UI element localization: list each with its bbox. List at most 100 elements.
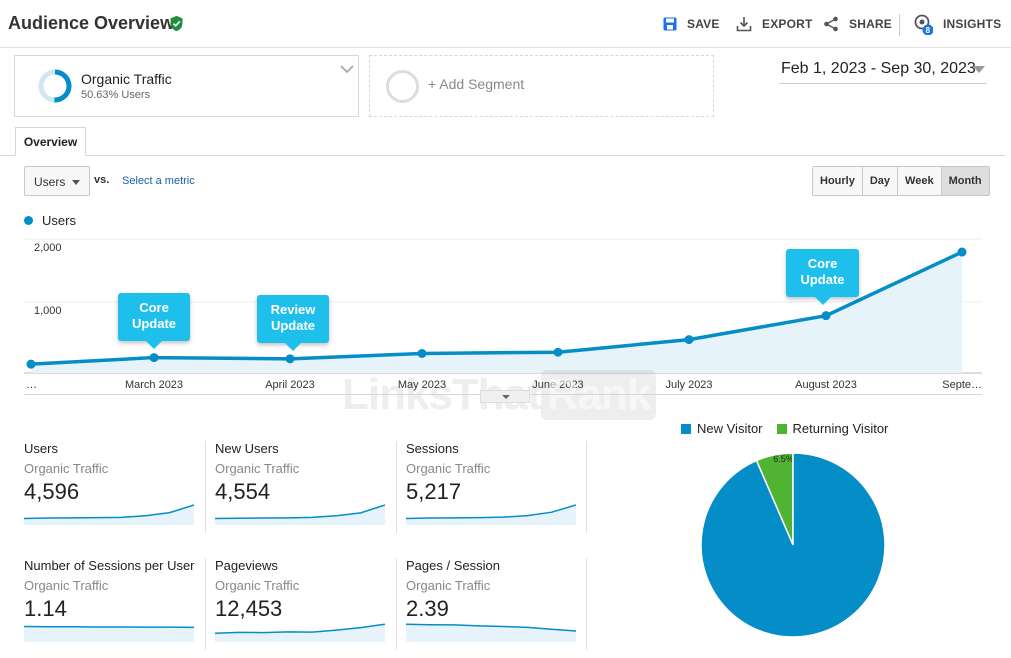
metric-dropdown[interactable]: Users (24, 166, 90, 196)
sparkline-fill (215, 505, 385, 525)
insights-button[interactable]: 8 INSIGHTS (913, 14, 1002, 35)
sparkline-line (24, 504, 194, 520)
granularity-day-button[interactable]: Day (862, 167, 899, 195)
metric-value: 5,217 (406, 479, 462, 504)
sparkline-fill (406, 624, 576, 642)
legend-item-new-visitor[interactable]: New Visitor (681, 421, 763, 436)
share-button[interactable]: SHARE (823, 14, 892, 34)
export-label: EXPORT (762, 17, 813, 31)
metric-dropdown-value: Users (34, 175, 66, 189)
pie-slice-label: 93.5% (808, 636, 834, 640)
chart-expand-handle[interactable] (480, 390, 530, 403)
sparkline (215, 623, 385, 642)
metric-card-pages-per-session[interactable]: Pages / Session Organic Traffic 2.39 (396, 558, 587, 658)
select-metric-link[interactable]: Select a metric (122, 175, 195, 187)
metric-card-sessions-per-user[interactable]: Number of Sessions per User Organic Traf… (24, 558, 214, 658)
x-tick-label: … (26, 379, 37, 391)
x-tick-label: Septe… (942, 379, 982, 391)
header-divider (899, 14, 900, 36)
segment-name: Organic Traffic (81, 71, 172, 87)
x-tick-label: June 2023 (532, 379, 583, 391)
card-divider (396, 558, 397, 650)
legend-item-returning-visitor[interactable]: Returning Visitor (776, 421, 888, 436)
visitor-type-pie-chart: 6.5% 93.5% (700, 452, 886, 640)
pie-slice-label: 6.5% (773, 454, 794, 464)
legend-label-users: Users (42, 213, 76, 228)
users-data-point (417, 348, 427, 358)
legend-swatch-new-visitor (681, 423, 691, 434)
granularity-month-button[interactable]: Month (941, 167, 989, 195)
metric-segment: Organic Traffic (215, 461, 300, 476)
x-tick-label: August 2023 (795, 379, 857, 391)
metric-value: 1.14 (24, 596, 67, 621)
y-tick-label: 1,000 (34, 305, 62, 317)
metric-title: Number of Sessions per User (24, 558, 195, 573)
metric-card-sessions[interactable]: Sessions Organic Traffic 5,217 (396, 441, 587, 541)
chevron-down-icon[interactable] (340, 64, 354, 74)
users-data-point (821, 311, 831, 321)
tab-underline (0, 155, 1005, 156)
annotation-review-update-april[interactable]: Review Update (257, 295, 329, 351)
x-tick-label: April 2023 (265, 379, 315, 391)
add-segment-ring-icon (386, 70, 419, 103)
legend-label-new-visitor: New Visitor (697, 421, 763, 436)
tab-overview[interactable]: Overview (15, 127, 86, 156)
metric-title: Sessions (406, 441, 459, 456)
metric-title: Pages / Session (406, 558, 500, 573)
metric-value: 2.39 (406, 596, 449, 621)
metric-title: New Users (215, 441, 279, 456)
granularity-hourly-button[interactable]: Hourly (813, 167, 863, 195)
annotation-core-update-march[interactable]: Core Update (118, 293, 190, 349)
sparkline (215, 504, 385, 525)
users-data-point (684, 335, 694, 345)
export-button[interactable]: EXPORT (736, 14, 813, 34)
segment-organic-traffic[interactable]: Organic Traffic 50.63% Users (14, 55, 359, 117)
sparkline-line (406, 504, 576, 520)
users-line-chart: 2,000 1,000 … March 2023 April 2023 May 2023 J… (24, 238, 982, 391)
metric-segment: Organic Traffic (215, 578, 300, 593)
users-area-fill (31, 252, 962, 373)
metric-card-pageviews[interactable]: Pageviews Organic Traffic 12,453 (205, 558, 395, 658)
save-button[interactable]: SAVE (663, 14, 720, 34)
sparkline-line (215, 504, 385, 520)
verified-shield-icon (170, 15, 183, 32)
sparkline-fill (24, 626, 194, 642)
x-tick-label: May 2023 (398, 379, 446, 391)
sparkline (406, 623, 576, 642)
legend-swatch-returning-visitor (776, 423, 787, 434)
x-tick-label: March 2023 (125, 379, 183, 391)
pie-slice-new-visitor (700, 452, 886, 638)
metric-card-users[interactable]: Users Organic Traffic 4,596 (24, 441, 214, 541)
add-segment-button[interactable]: + Add Segment (369, 55, 714, 117)
insights-label: INSIGHTS (943, 17, 1002, 31)
metric-value: 4,596 (24, 479, 80, 504)
caret-down-icon (72, 180, 80, 185)
sparkline-line (24, 625, 194, 629)
segment-donut-icon (38, 69, 72, 103)
y-tick-label: 2,000 (34, 242, 62, 254)
card-divider (205, 441, 206, 533)
granularity-week-button[interactable]: Week (898, 167, 942, 195)
save-icon (663, 17, 677, 31)
share-icon (824, 16, 838, 32)
card-divider (586, 441, 587, 533)
annotation-core-update-august[interactable]: Core Update (786, 249, 859, 305)
metric-segment: Organic Traffic (24, 461, 109, 476)
legend-dot-users (24, 216, 33, 225)
page-title: Audience Overview (8, 13, 175, 33)
insights-icon: 8 (914, 14, 933, 35)
date-range-text: Feb 1, 2023 - Sep 30, 2023 (781, 60, 976, 77)
date-range-picker[interactable]: Feb 1, 2023 - Sep 30, 2023 (779, 58, 987, 84)
users-data-point (26, 359, 36, 369)
metric-card-new-users[interactable]: New Users Organic Traffic 4,554 (205, 441, 395, 541)
chart-legend: Users (24, 213, 76, 228)
users-data-point (285, 354, 295, 364)
x-tick-label: July 2023 (665, 379, 712, 391)
sparkline-line (406, 623, 576, 632)
sparkline-fill (406, 505, 576, 525)
card-divider (396, 441, 397, 533)
add-segment-label: + Add Segment (428, 76, 525, 92)
sparkline-line (215, 623, 385, 634)
sparkline (24, 504, 194, 525)
pie-legend: New Visitor Returning Visitor (681, 421, 902, 436)
